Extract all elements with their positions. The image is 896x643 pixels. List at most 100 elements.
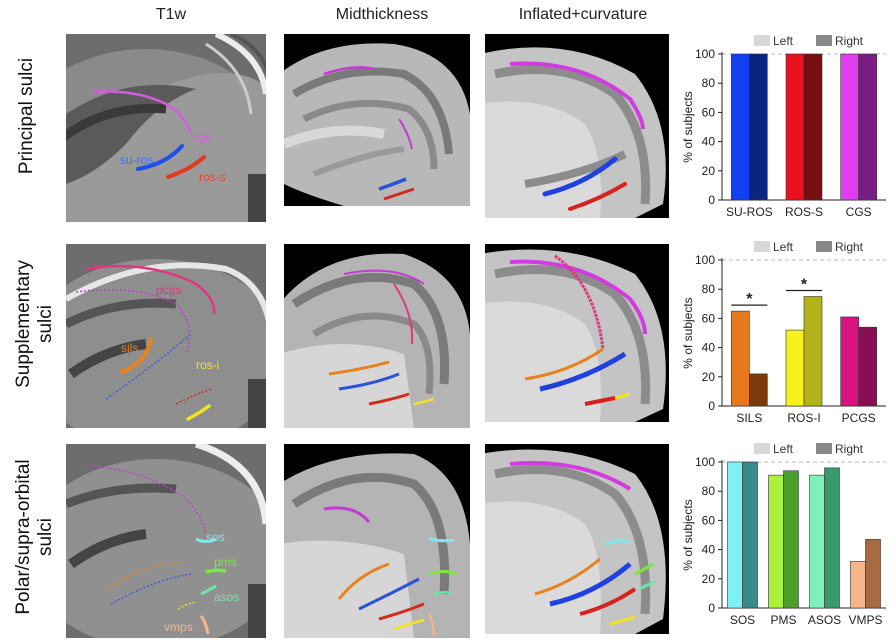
- bar-pms-right: [783, 470, 799, 609]
- y-tick-label: 20: [702, 572, 716, 586]
- bar-sos-left: [727, 461, 743, 609]
- legend-label-left: Left: [773, 34, 794, 48]
- legend-swatch-right: [816, 35, 832, 46]
- y-tick-label: 40: [702, 543, 716, 557]
- y-tick-label: 80: [702, 484, 716, 498]
- legend-label-right: Right: [835, 34, 864, 48]
- chart-polar: Left Right 0 20 40 60 80 100 % of subjects SOS PMS…: [680, 438, 896, 638]
- y-tick-label: 40: [702, 135, 716, 149]
- y-tick-label: 60: [702, 311, 716, 325]
- column-header-midthickness: Midthickness: [335, 6, 429, 23]
- chart-polar-svg: Left Right 0 20 40 60 80 100 % of subjects SOS PMS…: [681, 442, 886, 627]
- x-tick-label: SU-ROS: [726, 205, 773, 219]
- t1w-image-principal: cgs su-ros ros-s: [66, 34, 266, 222]
- column-header-t1w: T1w: [155, 6, 187, 23]
- x-tick-label: VMPS: [848, 613, 882, 627]
- row-header-line: sulci: [35, 305, 56, 344]
- bar-sils-left: [731, 310, 750, 407]
- row-header-line: sulci: [35, 518, 56, 557]
- bar-sos-right: [742, 461, 758, 609]
- x-tick-label: SOS: [730, 613, 755, 627]
- label-vmps: vmps: [164, 620, 193, 634]
- row-header-principal: Principal sulci: [16, 31, 38, 201]
- label-pcgs: pcgs: [156, 283, 181, 297]
- x-tick-label: ROS-I: [787, 411, 820, 425]
- label-ros-i: ros-i: [196, 358, 219, 372]
- row-header-polar: Polar/supra-orbital sulci: [13, 442, 57, 632]
- legend: Left Right: [754, 442, 864, 456]
- y-tick-label: 0: [708, 601, 715, 615]
- label-pms: pms: [214, 555, 237, 569]
- legend-label-left: Left: [773, 442, 794, 456]
- inflated-image-principal: [485, 34, 669, 218]
- x-tick-label: ROS-S: [785, 205, 823, 219]
- x-tick-label: SILS: [736, 411, 762, 425]
- y-tick-label: 60: [702, 513, 716, 527]
- legend-label-right: Right: [835, 240, 864, 254]
- bar-asos-right: [824, 467, 840, 609]
- y-axis-label: % of subjects: [681, 297, 695, 368]
- legend-label-left: Left: [773, 240, 794, 254]
- label-asos: asos: [214, 590, 239, 604]
- bar-sils-right: [749, 373, 768, 407]
- row-header-line: Principal sulci: [16, 57, 37, 175]
- bar-asos-left: [809, 474, 825, 609]
- label-sils: sils: [121, 341, 138, 355]
- label-sos: sos: [206, 530, 225, 544]
- y-tick-label: 100: [695, 455, 715, 469]
- legend: Left Right: [754, 240, 864, 254]
- legend-swatch-left: [754, 443, 770, 454]
- label-ros-s: ros-s: [199, 170, 226, 184]
- y-axis-label: % of subjects: [681, 499, 695, 570]
- x-tick-label: ASOS: [808, 613, 841, 627]
- bar-ros-i-left: [785, 329, 805, 407]
- y-tick-label: 100: [695, 47, 715, 61]
- bar-pcgs-left: [840, 316, 859, 407]
- midthickness-image-supplementary: [284, 244, 470, 428]
- midthickness-image-principal: [284, 34, 470, 206]
- bar-vmps-right: [865, 539, 881, 609]
- y-axis-label: % of subjects: [681, 91, 695, 162]
- y-tick-label: 60: [702, 105, 716, 119]
- bar-vmps-left: [850, 560, 866, 609]
- x-tick-label: PMS: [770, 613, 796, 627]
- significance-star: *: [801, 277, 808, 294]
- bar-su-ros-right: [749, 53, 768, 201]
- chart-supplementary-svg: Left Right 0 20 40 60 80 100 % of subjects SILS RO…: [681, 240, 886, 425]
- bar-pcgs-right: [858, 326, 877, 407]
- bar-cgs-left: [840, 53, 859, 201]
- bar-su-ros-left: [731, 53, 750, 201]
- bar-ros-s-left: [785, 53, 805, 201]
- row-header-line: Polar/supra-orbital: [13, 459, 34, 615]
- y-tick-label: 80: [702, 282, 716, 296]
- chart-principal: Left Right 0 20 40 60 80 100 % of subjects SU-ROS…: [680, 30, 896, 230]
- label-su-ros: su-ros: [120, 153, 153, 167]
- legend-swatch-right: [816, 241, 832, 252]
- y-tick-label: 40: [702, 341, 716, 355]
- bar-ros-s-right: [803, 53, 823, 201]
- inflated-image-polar: [485, 444, 669, 634]
- bar-ros-i-right: [803, 296, 823, 407]
- legend-swatch-right: [816, 443, 832, 454]
- midthickness-image-polar: [284, 444, 470, 638]
- y-tick-label: 80: [702, 76, 716, 90]
- bar-pms-left: [768, 474, 784, 609]
- y-tick-label: 100: [695, 253, 715, 267]
- bar-cgs-right: [858, 53, 877, 201]
- y-tick-label: 20: [702, 164, 716, 178]
- y-tick-label: 0: [708, 399, 715, 413]
- t1w-image-polar: sos pms asos vmps: [66, 444, 266, 638]
- t1w-image-supplementary: pcgs sils ros-i: [66, 244, 266, 428]
- row-header-supplementary: Supplementary sulci: [13, 239, 57, 409]
- legend-swatch-left: [754, 241, 770, 252]
- inflated-image-supplementary: [485, 244, 669, 422]
- label-cgs: cgs: [193, 130, 212, 144]
- chart-principal-svg: Left Right 0 20 40 60 80 100 % of subjects SU-ROS…: [681, 34, 886, 219]
- row-header-line: Supplementary: [13, 260, 34, 388]
- x-tick-label: CGS: [846, 205, 872, 219]
- significance-star: *: [746, 291, 753, 308]
- legend-swatch-left: [754, 35, 770, 46]
- y-tick-label: 20: [702, 370, 716, 384]
- y-tick-label: 0: [708, 193, 715, 207]
- column-header-inflated: Inflated+curvature: [518, 6, 648, 23]
